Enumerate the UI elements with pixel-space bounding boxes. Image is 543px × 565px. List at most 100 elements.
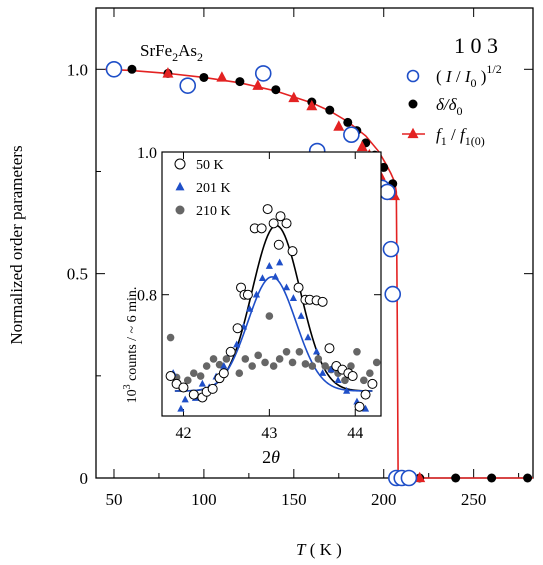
x-tick-label: 150 xyxy=(281,490,307,509)
inset-legend-label: 210 K xyxy=(196,204,231,219)
y-tick-label: 0.5 xyxy=(67,265,88,284)
inset-201K-point xyxy=(327,365,335,373)
inset-x-tick-label: 44 xyxy=(347,425,363,442)
order-parameter-triangle-point xyxy=(216,71,228,82)
inset-210K-point xyxy=(360,376,368,385)
inset-50K-point xyxy=(281,218,292,229)
order-parameter-triangle-point xyxy=(162,67,174,78)
inset-210K-point xyxy=(202,362,211,370)
order-parameter-filled-point xyxy=(199,72,209,82)
inset-210K-point xyxy=(275,355,284,363)
legend-part: I xyxy=(464,67,472,86)
x-tick-label: 100 xyxy=(191,490,217,509)
sample-sub: 2 xyxy=(197,50,203,64)
y-tick-label: 0 xyxy=(80,469,89,488)
legend-label: ( I / I0 )1/2 xyxy=(436,62,502,90)
inset-50K-point xyxy=(287,246,298,257)
inset-50K-point xyxy=(354,401,365,412)
inset-201K-point xyxy=(304,333,312,341)
legend-sub: 1(0) xyxy=(465,134,485,148)
sample-part: As xyxy=(178,41,197,60)
order-parameter-open-point xyxy=(400,469,418,487)
x-tick-label: 200 xyxy=(371,490,397,509)
inset-201K-point xyxy=(276,258,284,266)
order-parameter-open-point xyxy=(105,61,123,78)
order-parameter-triangle-point xyxy=(252,79,264,90)
legend-part: f xyxy=(460,125,467,144)
inset-50K-point xyxy=(242,289,253,300)
order-parameter-filled-point xyxy=(451,473,461,483)
inset-210K-point xyxy=(183,376,192,385)
inset-201K-point xyxy=(271,272,279,280)
legend-label: δ/δ0 xyxy=(436,95,463,118)
inset-50K-point xyxy=(256,223,267,234)
order-parameter-filled-point xyxy=(487,473,497,483)
order-parameter-filled-point xyxy=(271,85,281,95)
inset-210K-point xyxy=(235,369,244,377)
inset-210K-point xyxy=(295,347,304,356)
inset-50K-point xyxy=(273,239,284,250)
inset-y-part: counts / ~ 6 min. xyxy=(125,287,140,385)
inset-legend: 50 K 201 K 210 K xyxy=(174,158,231,219)
inset-210K-point xyxy=(254,351,262,360)
inset-210K-point xyxy=(321,362,329,370)
inset-y-sup: 3 xyxy=(122,384,133,389)
inset-210K-point xyxy=(196,372,205,380)
order-parameter-open-point xyxy=(254,65,272,82)
inset-50K-point xyxy=(178,382,189,393)
sample-sub: 2 xyxy=(172,50,178,64)
inset-50K-point xyxy=(293,282,304,293)
x-tick-label: 50 xyxy=(105,490,122,509)
sample-part: SrFe xyxy=(140,41,172,60)
y-axis-label: Normalized order parameters xyxy=(7,145,26,344)
inset-201K-point xyxy=(177,404,185,412)
inset-201K-point xyxy=(233,340,241,348)
legend-part: / xyxy=(447,125,460,144)
inset-50K-point xyxy=(225,346,236,357)
plot-frame xyxy=(95,7,534,479)
legend-part: δ/δ xyxy=(436,95,458,114)
inset-y-tick-label: 1.0 xyxy=(137,145,157,162)
inset-201K-point xyxy=(282,283,291,291)
inset-210K-point xyxy=(353,347,361,356)
inset-50K-point xyxy=(360,389,371,400)
inset-201K-point xyxy=(297,312,305,319)
inset-201K-point xyxy=(319,369,327,376)
legend-marker xyxy=(408,99,418,109)
inset-201K-point xyxy=(181,395,189,403)
inset-50K-point xyxy=(317,296,328,307)
order-parameter-open-point xyxy=(179,77,197,94)
inset-x-part: θ xyxy=(271,447,280,467)
inset-y-part: 10 xyxy=(125,389,140,403)
inset-50K-point xyxy=(275,211,286,222)
inset-201K-point xyxy=(265,262,273,269)
inset-chart: 42 43 44 0.8 1.0 2θ 103 counts / ~ 6 min. 50 K 2… xyxy=(122,145,382,467)
y-tick-label: 1.0 xyxy=(67,60,88,79)
order-parameter-open-point xyxy=(343,126,360,143)
legend-part: f xyxy=(436,125,443,144)
inset-201K-point xyxy=(258,274,267,282)
inset-210K-point xyxy=(261,358,269,367)
order-parameter-triangle-point xyxy=(333,120,345,131)
order-parameter-open-point xyxy=(382,240,400,258)
inset-210K-point xyxy=(301,360,310,368)
inset-201K-point xyxy=(343,386,351,394)
inset-210K-point xyxy=(288,358,297,367)
order-parameter-triangle-point xyxy=(356,140,368,152)
inset-201K-point xyxy=(198,379,206,387)
inset-201K-point xyxy=(312,347,321,355)
inset-50K-point xyxy=(262,204,273,215)
inset-x-tick-label: 42 xyxy=(175,425,191,442)
order-parameter-filled-point xyxy=(127,64,137,74)
inset-210K-point xyxy=(166,333,175,342)
legend-sub: 1 xyxy=(441,134,447,148)
legend-sub: 0 xyxy=(471,76,477,90)
legend-part: I xyxy=(445,67,453,86)
inset-210K-point xyxy=(209,355,218,363)
inset-210K-point xyxy=(366,369,374,377)
order-parameter-filled-point xyxy=(235,77,245,87)
inset-210K-point xyxy=(282,347,291,356)
inset-50K-point xyxy=(188,389,199,400)
